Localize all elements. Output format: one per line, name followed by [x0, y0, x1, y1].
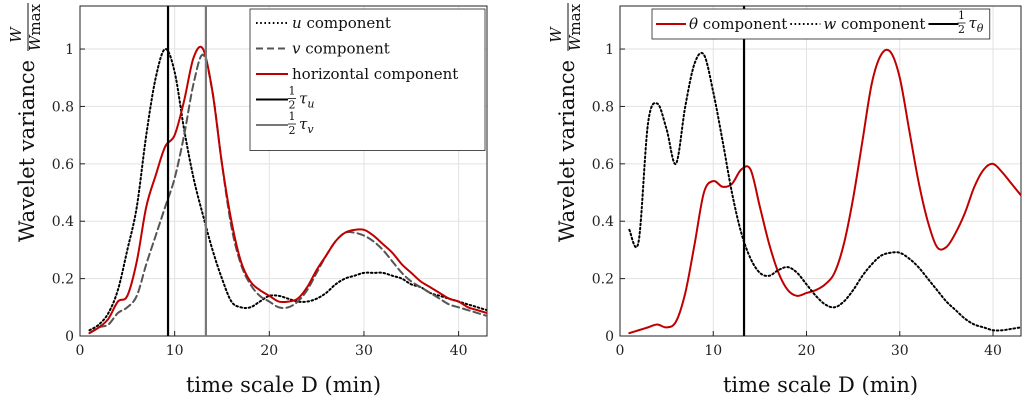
y-tick-label: 0.6	[592, 157, 614, 173]
y-tick-label: 0.4	[592, 214, 614, 230]
x-tick-label: 30	[891, 343, 909, 359]
legend-label-1-0: θ component	[689, 15, 787, 33]
x-tick-label: 30	[355, 343, 373, 359]
series-line-horizontalcomponent	[88, 45, 487, 335]
legend: u component v component horizontal compone…	[249, 8, 486, 151]
plot-area-frame	[619, 5, 1022, 337]
y-tick-label: 0.8	[52, 99, 74, 115]
legend-label-0-2: horizontal component	[292, 65, 458, 83]
legend-sub-0-3: u	[307, 98, 314, 111]
x-axis-label: time scale D (min)	[723, 373, 918, 397]
legend: θ component w component 12 τ θ	[651, 8, 991, 40]
legend-label-0-0: u component	[292, 14, 391, 32]
y-tick-label: 0.2	[52, 272, 74, 288]
y-axis-label-text: Wavelet variance	[555, 60, 579, 242]
series-line-v	[88, 53, 487, 335]
y-label-frac-num: W	[7, 26, 25, 43]
y-label-frac-den: Wmax	[566, 3, 584, 51]
x-tick-label: 40	[984, 343, 1002, 359]
legend-label-0-1: v component	[292, 40, 390, 58]
legend-sym-0-3: τ	[299, 90, 308, 108]
y-tick-label: 0.8	[592, 99, 614, 115]
y-tick-label: 0.2	[592, 272, 614, 288]
legend-frac-den-0-3: 2	[289, 99, 296, 112]
x-tick-label: 0	[616, 343, 625, 359]
series-group	[628, 6, 1021, 336]
series-line-theta	[628, 48, 1021, 335]
legend-sym-1-2: τ	[968, 14, 977, 32]
legend-frac-num-0-4: 1	[289, 110, 296, 123]
x-tick-label: 10	[166, 343, 184, 359]
legend-box	[249, 8, 486, 151]
y-tick-label: 1	[65, 42, 74, 58]
legend-frac-den-0-4: 2	[289, 124, 296, 137]
series-group	[88, 6, 487, 336]
x-tick-label: 20	[260, 343, 278, 359]
plot-area-frame	[79, 5, 488, 337]
legend-frac-num-0-3: 1	[289, 85, 296, 98]
legend-frac-den-1-2: 2	[958, 23, 965, 36]
y-tick-label: 0.6	[52, 157, 74, 173]
y-label-frac-den: Wmax	[26, 3, 44, 51]
y-label-frac-num: W	[547, 26, 565, 43]
legend-sym-0-4: τ	[299, 115, 308, 133]
y-tick-label: 0	[605, 329, 614, 345]
x-tick-label: 20	[798, 343, 816, 359]
x-axis-label: time scale D (min)	[186, 373, 381, 397]
legend-label-1-1: w component	[823, 15, 925, 33]
legend-frac-num-1-2: 1	[958, 9, 965, 22]
chart-panel-2: 0 10 20 30 40 0 0.2 0.4 0.6 0.8 1 time scale D (min…	[547, 3, 1022, 397]
y-tick-label: 0.4	[52, 214, 74, 230]
chart-panel-1: 0 10 20 30 40 0 0.2 0.4 0.6 0.8 1 time scale D (min…	[7, 3, 488, 397]
y-tick-label: 1	[605, 42, 614, 58]
y-axis-label-text: Wavelet variance	[15, 60, 39, 242]
y-tick-label: 0	[65, 329, 74, 345]
x-tick-label: 10	[704, 343, 722, 359]
series-line-w	[628, 51, 1021, 332]
legend-sub-0-4: v	[307, 123, 314, 136]
x-tick-label: 40	[450, 343, 468, 359]
legend-sub-1-2: θ	[977, 22, 984, 35]
x-tick-label: 0	[76, 343, 85, 359]
